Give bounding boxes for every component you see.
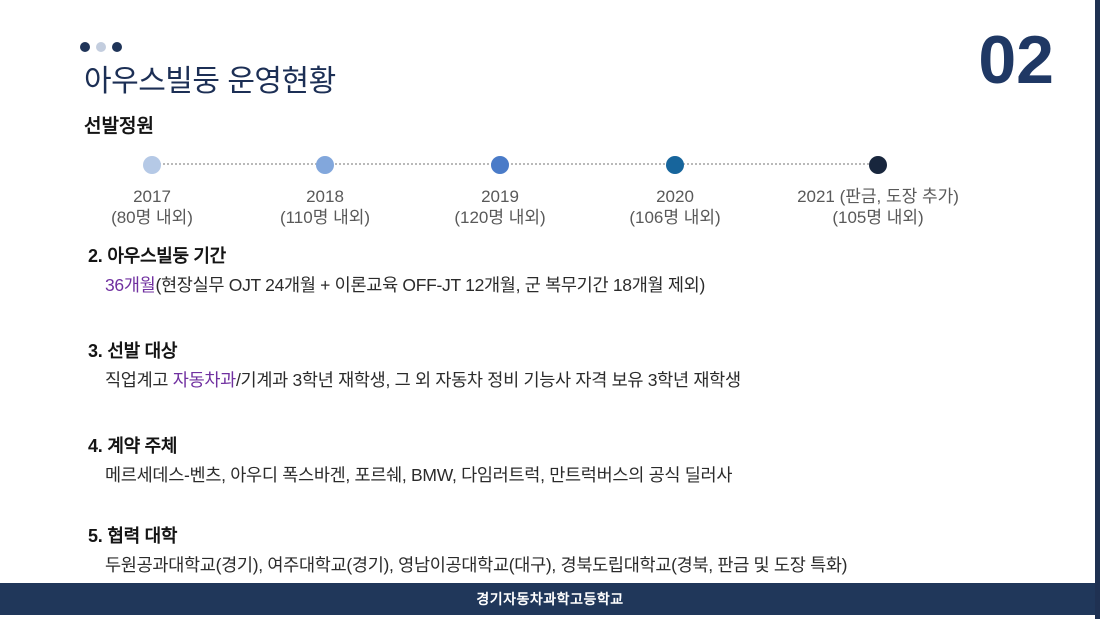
section-title: 아우스빌둥 기간 (107, 246, 226, 266)
section-title: 선발 대상 (107, 341, 178, 361)
section-number: 5. (88, 526, 103, 546)
section-number: 2. (88, 246, 103, 266)
milestone-year: 2019 (481, 187, 519, 206)
milestone-note: (120명 내외) (454, 208, 546, 227)
body-text: /기계과 3학년 재학생, 그 외 자동차 정비 기능사 자격 보유 3학년 재… (235, 370, 741, 390)
body-text: 직업계고 (105, 370, 173, 390)
deco-dot-icon (80, 42, 90, 52)
timeline-label-2019: 2019 (120명 내외) (380, 186, 620, 228)
section-title: 계약 주체 (107, 436, 178, 456)
section-heading: 4. 계약 주체 (88, 432, 1040, 458)
section-contract-parties: 4. 계약 주체 메르세데스-벤츠, 아우디 폭스바겐, 포르쉐, BMW, 다임… (88, 432, 1040, 487)
section-heading: 2. 아우스빌둥 기간 (88, 242, 1040, 268)
body-text: 메르세데스-벤츠, 아우디 폭스바겐, 포르쉐, BMW, 다임러트럭, 만트럭… (105, 465, 733, 485)
body-text: 두원공과대학교(경기), 여주대학교(경기), 영남이공대학교(대구), 경북도… (105, 555, 848, 575)
section-selection-target: 3. 선발 대상 직업계고 자동차과/기계과 3학년 재학생, 그 외 자동차 정… (88, 337, 1040, 392)
timeline-dot-2021 (869, 156, 887, 174)
timeline-dot-2019 (491, 156, 509, 174)
body-text: (현장실무 OJT 24개월 + 이론교육 OFF-JT 12개월, 군 복무기… (155, 275, 705, 295)
milestone-note: (105명 내외) (832, 208, 924, 227)
section-partner-universities: 5. 협력 대학 두원공과대학교(경기), 여주대학교(경기), 영남이공대학교(… (88, 522, 1040, 577)
milestone-year: 2021 (판금, 도장 추가) (797, 187, 959, 206)
section-heading: 5. 협력 대학 (88, 522, 1040, 548)
section-body: 메르세데스-벤츠, 아우디 폭스바겐, 포르쉐, BMW, 다임러트럭, 만트럭… (105, 462, 1040, 487)
section-number: 4. (88, 436, 103, 456)
section-number: 3. (88, 341, 103, 361)
right-edge-accent-stripe (1095, 0, 1100, 619)
page-title: 아우스빌둥 운영현황 (84, 65, 336, 98)
milestone-note: (80명 내외) (111, 208, 193, 227)
title-decoration-dots (80, 42, 122, 52)
timeline: 2017 (80명 내외) 2018 (110명 내외) 2019 (120명 … (0, 0, 1100, 240)
timeline-label-2018: 2018 (110명 내외) (205, 186, 445, 228)
milestone-year: 2020 (656, 187, 694, 206)
section-body: 직업계고 자동차과/기계과 3학년 재학생, 그 외 자동차 정비 기능사 자격… (105, 367, 1040, 392)
deco-dot-icon (96, 42, 106, 52)
section-ausbildung-period: 2. 아우스빌둥 기간 36개월(현장실무 OJT 24개월 + 이론교육 OFF… (88, 242, 1040, 297)
timeline-section-label: 선발정원 (84, 116, 154, 137)
section-heading: 3. 선발 대상 (88, 337, 1040, 363)
timeline-label-2020: 2020 (106명 내외) (555, 186, 795, 228)
timeline-dotted-line (152, 163, 880, 165)
deco-dot-icon (112, 42, 122, 52)
highlighted-text: 자동차과 (172, 370, 237, 390)
milestone-note: (106명 내외) (629, 208, 721, 227)
milestone-year: 2017 (133, 187, 171, 206)
timeline-dot-2020 (666, 156, 684, 174)
section-body: 36개월(현장실무 OJT 24개월 + 이론교육 OFF-JT 12개월, 군… (105, 272, 1040, 297)
section-body: 두원공과대학교(경기), 여주대학교(경기), 영남이공대학교(대구), 경북도… (105, 552, 1040, 577)
slide-number: 02 (978, 22, 1054, 98)
section-title: 협력 대학 (107, 526, 178, 546)
timeline-label-2021: 2021 (판금, 도장 추가) (105명 내외) (758, 186, 998, 228)
milestone-note: (110명 내외) (279, 208, 371, 227)
footer-school-name: 경기자동차과학고등학교 (0, 583, 1100, 615)
milestone-year: 2018 (306, 187, 344, 206)
timeline-dot-2017 (143, 156, 161, 174)
timeline-dot-2018 (316, 156, 334, 174)
timeline-label-2017: 2017 (80명 내외) (32, 186, 272, 228)
highlighted-text: 36개월 (105, 275, 156, 295)
